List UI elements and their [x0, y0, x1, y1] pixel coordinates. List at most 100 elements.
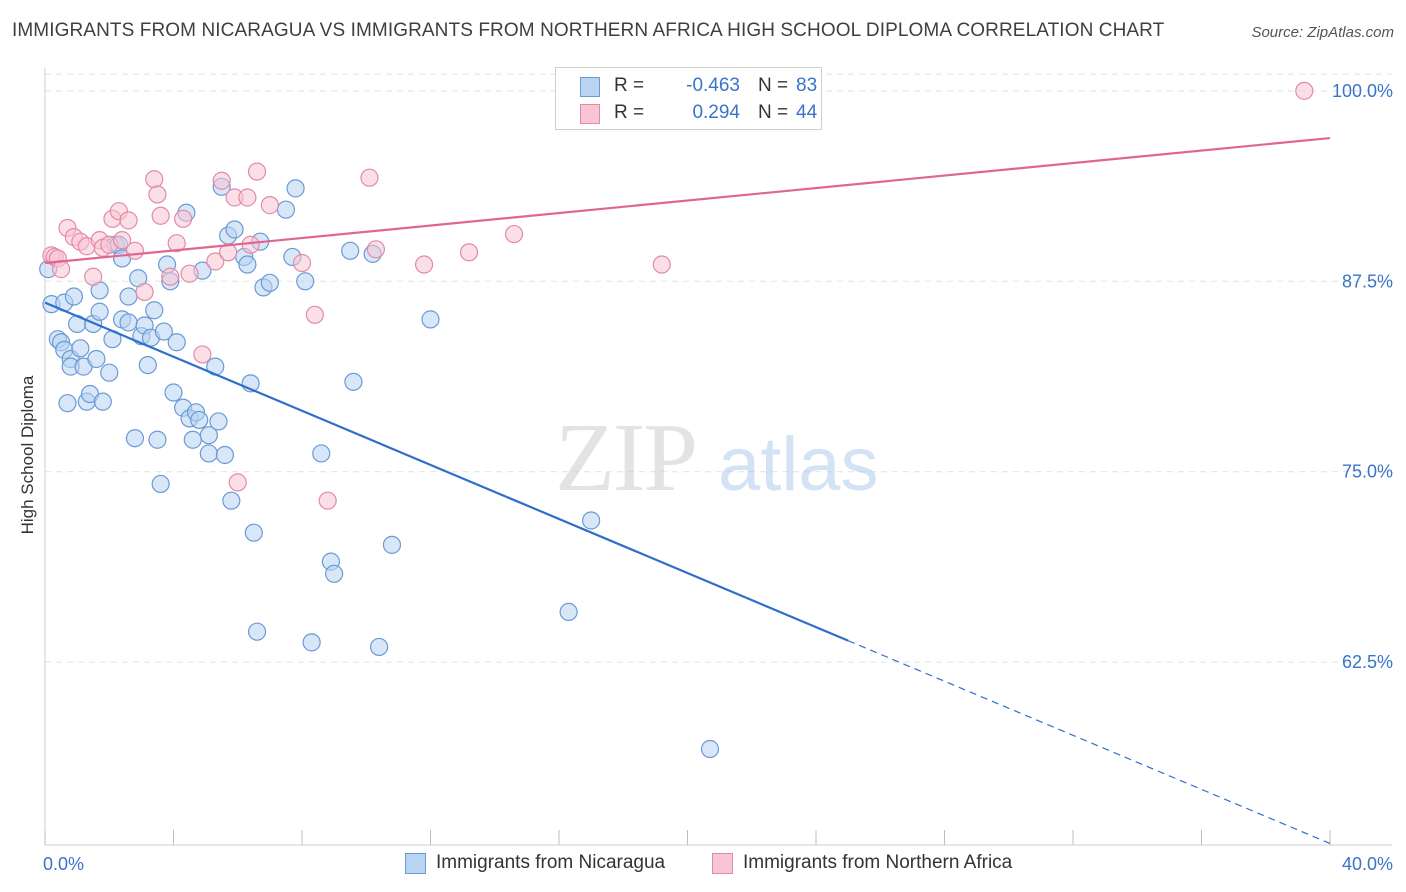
point-nicaragua [276, 200, 296, 219]
point-nicaragua [183, 430, 202, 449]
point-northern-africa [504, 224, 524, 244]
point-nicaragua [154, 322, 173, 341]
gridlines [45, 73, 1392, 663]
trend-lines [44, 136, 1331, 845]
point-northern-africa [206, 252, 225, 271]
point-northern-africa [193, 345, 212, 364]
point-nicaragua [100, 363, 119, 382]
point-northern-africa [318, 491, 337, 510]
point-northern-africa [212, 171, 231, 190]
trend-line-nicaragua-extrapolated [847, 640, 1331, 845]
point-nicaragua [296, 272, 315, 291]
legend-r-value-nicaragua: -0.463 [686, 75, 740, 96]
point-nicaragua [559, 602, 578, 622]
point-northern-africa [180, 264, 199, 283]
legend-swatch-nicaragua [580, 77, 600, 97]
y-tick-label: 87.5% [1342, 271, 1393, 291]
point-northern-africa [241, 235, 260, 254]
point-northern-africa [151, 206, 170, 225]
point-northern-africa [292, 253, 312, 273]
source-credit: Source: ZipAtlas.com [1251, 24, 1394, 41]
point-northern-africa [652, 255, 671, 274]
point-northern-africa [148, 185, 167, 204]
x-tick-label: 40.0% [1342, 854, 1393, 874]
point-nicaragua [260, 273, 279, 292]
trend-line-northern-africa [44, 136, 1331, 265]
point-nicaragua [93, 392, 112, 411]
data-points [39, 81, 1314, 759]
point-northern-africa [247, 162, 267, 181]
legend-swatch-northern-africa [580, 104, 600, 124]
chart-title: IMMIGRANTS FROM NICARAGUA VS IMMIGRANTS … [12, 20, 1165, 41]
point-nicaragua [199, 444, 218, 463]
point-nicaragua [247, 622, 267, 641]
point-nicaragua [341, 241, 360, 260]
series-name-nicaragua: Immigrants from Nicaragua [436, 852, 666, 873]
y-axis-label: High School Diploma [18, 375, 37, 535]
point-nicaragua [344, 372, 363, 391]
point-northern-africa [135, 282, 154, 302]
point-northern-africa [360, 168, 379, 187]
point-nicaragua [700, 739, 720, 759]
legend-n-value-northern-africa: 44 [796, 102, 818, 123]
point-nicaragua [325, 564, 344, 583]
watermark-zip: ZIP [555, 404, 696, 512]
point-nicaragua [286, 179, 305, 198]
point-nicaragua [71, 339, 90, 358]
point-nicaragua [238, 255, 257, 274]
point-northern-africa [112, 231, 132, 250]
series-name-northern-africa: Immigrants from Northern Africa [743, 852, 1013, 873]
point-nicaragua [421, 310, 440, 329]
point-northern-africa [459, 243, 479, 262]
y-tick-label: 100.0% [1332, 81, 1393, 101]
legend-r-label: R = [614, 102, 645, 123]
point-northern-africa [161, 267, 180, 286]
point-nicaragua [148, 430, 167, 449]
point-northern-africa [125, 241, 145, 260]
point-nicaragua [138, 355, 157, 375]
watermark-atlas: atlas [718, 422, 879, 507]
point-northern-africa [51, 260, 71, 279]
point-nicaragua [215, 445, 234, 465]
point-nicaragua [125, 429, 145, 448]
point-nicaragua [164, 383, 183, 402]
trend-line-nicaragua [44, 301, 849, 642]
point-northern-africa [414, 255, 434, 274]
point-nicaragua [151, 474, 170, 494]
point-nicaragua [64, 287, 84, 306]
point-nicaragua [302, 633, 321, 652]
legend-n-label: N = [758, 75, 789, 96]
point-nicaragua [145, 301, 164, 320]
point-nicaragua [382, 535, 402, 554]
point-nicaragua [90, 302, 109, 321]
legend-r-label: R = [614, 75, 645, 96]
point-nicaragua [582, 511, 601, 530]
legend-n-value-nicaragua: 83 [796, 75, 818, 96]
point-nicaragua [190, 410, 209, 430]
point-nicaragua [119, 313, 138, 332]
point-nicaragua [119, 287, 138, 306]
tick-labels: 62.5% 75.0% 87.5% 100.0% 0.0% 40.0% [43, 81, 1393, 874]
point-nicaragua [58, 394, 77, 413]
x-tick-label: 0.0% [43, 854, 84, 874]
point-nicaragua [222, 491, 241, 510]
point-nicaragua [199, 426, 218, 445]
point-northern-africa [305, 305, 324, 324]
legend-n-label: N = [758, 102, 789, 123]
point-nicaragua [312, 444, 331, 463]
point-northern-africa [219, 243, 238, 262]
correlation-legend: R = -0.463 N = 83 R = 0.294 N = 44 [555, 67, 822, 130]
watermark: ZIP atlas [555, 404, 879, 512]
point-northern-africa [366, 240, 385, 259]
point-northern-africa [84, 267, 103, 286]
point-nicaragua [244, 523, 263, 542]
point-nicaragua [370, 637, 389, 657]
point-northern-africa [167, 234, 186, 253]
point-northern-africa [238, 188, 257, 207]
point-northern-africa [119, 211, 138, 230]
legend-r-value-northern-africa: 0.294 [692, 102, 740, 123]
y-tick-label: 75.0% [1342, 462, 1393, 482]
point-nicaragua [209, 412, 228, 431]
axes [44, 68, 1392, 846]
